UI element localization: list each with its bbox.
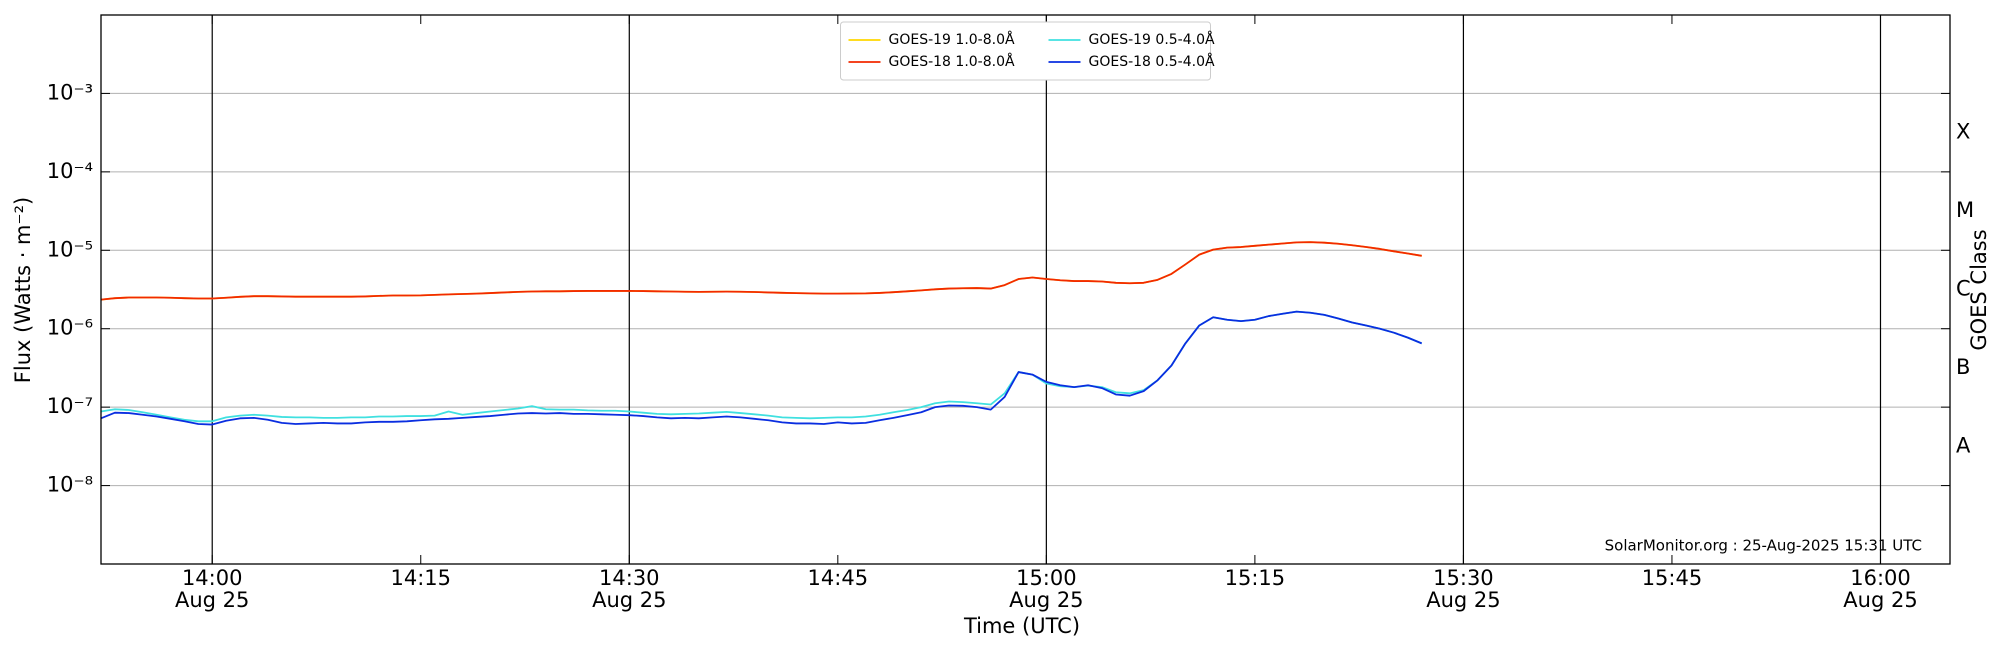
x-tick-label: Aug 25	[175, 588, 249, 612]
legend-label: GOES-19 0.5-4.0Å	[1089, 31, 1215, 48]
x-tick-label: 14:00	[182, 566, 243, 590]
x-tick-label: Aug 25	[1843, 588, 1917, 612]
legend-label: GOES-18 1.0-8.0Å	[889, 53, 1015, 70]
y-tick-label: 10⁻⁷	[47, 394, 93, 418]
y-tick-label: 10⁻³	[47, 80, 93, 104]
x-tick-label: Aug 25	[592, 588, 666, 612]
annotation: SolarMonitor.org : 25-Aug-2025 15:31 UTC	[1605, 537, 1922, 555]
series-line	[100, 310, 1423, 426]
x-tick-label: Aug 25	[1009, 588, 1083, 612]
x-tick-label: 14:15	[390, 566, 451, 590]
y-tick-label: 10⁻⁴	[47, 159, 93, 183]
x-tick-label: 14:30	[599, 566, 660, 590]
x-tick-label: Aug 25	[1426, 588, 1500, 612]
y2-tick-label: A	[1956, 433, 1971, 457]
y-tick-label: 10⁻⁵	[47, 237, 93, 261]
x-tick-label: 15:15	[1225, 566, 1286, 590]
y-tick-label: 10⁻⁸	[47, 473, 93, 497]
y-tick-label: 10⁻⁶	[47, 316, 93, 340]
y2-tick-label: X	[1956, 120, 1970, 144]
y2-tick-label: M	[1956, 198, 1974, 222]
y2-tick-label: B	[1956, 355, 1970, 379]
legend-label: GOES-18 0.5-4.0Å	[1089, 53, 1215, 70]
y2-axis-label: GOES Class	[1967, 229, 1991, 350]
x-tick-label: 14:45	[808, 566, 869, 590]
legend-box	[840, 21, 1211, 81]
series-line	[100, 241, 1422, 301]
x-axis-label: Time (UTC)	[963, 614, 1080, 638]
x-tick-label: 15:00	[1016, 566, 1077, 590]
y2-tick-label: C	[1956, 277, 1971, 301]
y-axis-label: Flux (Watts · m⁻²)	[11, 197, 35, 383]
legend-label: GOES-19 1.0-8.0Å	[889, 31, 1015, 48]
plot-frame	[100, 14, 1951, 565]
x-tick-label: 16:00	[1850, 566, 1911, 590]
x-tick-label: 15:45	[1642, 566, 1703, 590]
x-tick-label: 15:30	[1433, 566, 1494, 590]
